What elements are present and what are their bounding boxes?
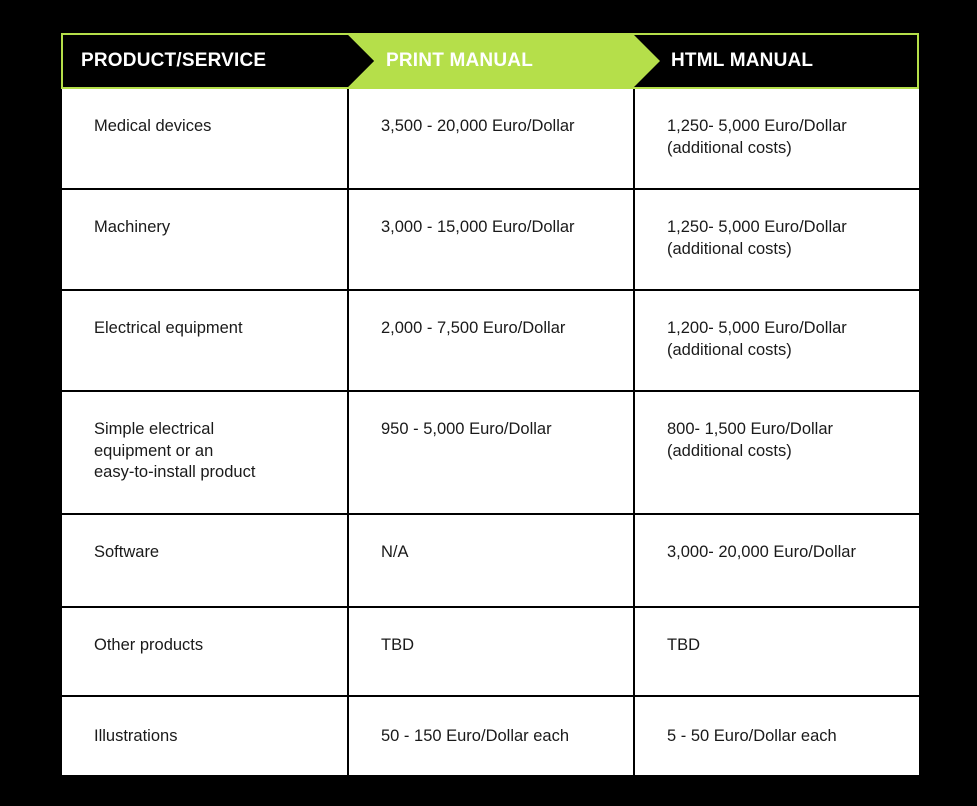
cell-text: 2,000 - 7,500 Euro/Dollar [381,319,566,337]
cell-product: Simple electrical equipment or an easy-t… [62,390,349,515]
table-row: Machinery 3,000 - 15,000 Euro/Dollar 1,2… [62,188,919,291]
cell-text: 50 - 150 Euro/Dollar each [381,727,570,745]
table-row: Other products TBD TBD [62,606,919,697]
cell-product: Medical devices [62,89,349,190]
cell-text: (additional costs) [667,441,792,460]
cell-html-price: 3,000- 20,000 Euro/Dollar [633,513,919,608]
cell-product: Software [62,513,349,608]
cell-text: N/A [381,543,409,561]
cell-product: Machinery [62,188,349,291]
cell-text: 1,250- 5,000 Euro/Dollar [667,218,847,236]
cell-text: Electrical equipment [94,319,243,337]
cell-product: Illustrations [62,695,349,775]
table-row: Electrical equipment 2,000 - 7,500 Euro/… [62,289,919,392]
cell-html-price: 1,250- 5,000 Euro/Dollar (additional cos… [633,188,919,291]
cell-text: 3,500 - 20,000 Euro/Dollar [381,117,575,135]
cell-text: (additional costs) [667,239,792,258]
table-row: Software N/A 3,000- 20,000 Euro/Dollar [62,513,919,608]
table-row: Simple electrical equipment or an easy-t… [62,390,919,515]
cell-text: TBD [381,636,414,654]
cell-print-price: 950 - 5,000 Euro/Dollar [347,390,635,515]
cell-print-price: 2,000 - 7,500 Euro/Dollar [347,289,635,392]
cell-text: Machinery [94,218,171,236]
cell-text: 800- 1,500 Euro/Dollar [667,420,834,438]
header-product-service: PRODUCT/SERVICE [81,50,267,71]
cell-text: (additional costs) [667,138,792,157]
header-left-arrow [348,35,374,87]
cell-html-price: 5 - 50 Euro/Dollar each [633,695,919,775]
header-print-manual: PRINT MANUAL [386,50,533,71]
header-arrow-band [348,35,660,87]
cell-html-price: 1,200- 5,000 Euro/Dollar (additional cos… [633,289,919,392]
cell-text: Medical devices [94,117,212,135]
cell-product: Electrical equipment [62,289,349,392]
cell-print-price: 50 - 150 Euro/Dollar each [347,695,635,775]
cell-text: 3,000- 20,000 Euro/Dollar [667,543,856,561]
table-row: Medical devices 3,500 - 20,000 Euro/Doll… [62,89,919,190]
cell-text: equipment or an [94,441,214,460]
cell-text: easy-to-install product [94,463,256,481]
cell-text: Software [94,543,160,561]
table-row: Illustrations 50 - 150 Euro/Dollar each … [62,695,919,775]
cell-text: 3,000 - 15,000 Euro/Dollar [381,218,575,236]
cell-print-price: 3,500 - 20,000 Euro/Dollar [347,89,635,190]
pricing-table: Medical devices 3,500 - 20,000 Euro/Doll… [62,89,919,775]
cell-print-price: N/A [347,513,635,608]
cell-text: 1,200- 5,000 Euro/Dollar [667,319,847,337]
cell-text: 950 - 5,000 Euro/Dollar [381,420,552,438]
cell-text: (additional costs) [667,340,792,359]
table-header: PRODUCT/SERVICE PRINT MANUAL HTML MANUAL [61,33,919,89]
cell-print-price: 3,000 - 15,000 Euro/Dollar [347,188,635,291]
cell-print-price: TBD [347,606,635,697]
print-manual-highlight [348,35,660,87]
cell-text: Illustrations [94,727,178,745]
cell-text: 5 - 50 Euro/Dollar each [667,727,837,745]
cell-html-price: 1,250- 5,000 Euro/Dollar (additional cos… [633,89,919,190]
cell-text: TBD [667,636,700,654]
cell-text: 1,250- 5,000 Euro/Dollar [667,117,847,135]
cell-html-price: TBD [633,606,919,697]
header-html-manual: HTML MANUAL [671,50,814,71]
cell-text: Simple electrical [94,420,215,438]
cell-product: Other products [62,606,349,697]
cell-html-price: 800- 1,500 Euro/Dollar (additional costs… [633,390,919,515]
cell-text: Other products [94,636,204,654]
